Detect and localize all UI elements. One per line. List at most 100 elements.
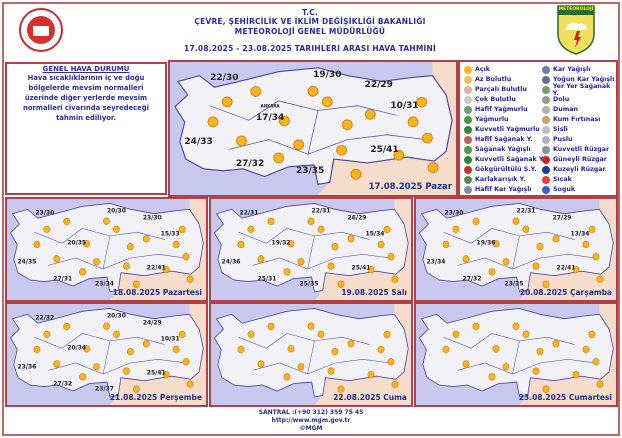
sun-icon <box>488 268 496 276</box>
sun-icon <box>321 96 333 108</box>
map-date-label: 23.08.2025 Cumartesi <box>518 393 612 402</box>
legend-item: Az Bulutlu <box>464 75 511 85</box>
legend-label: Hafif Sağanak Y. <box>475 136 533 144</box>
temperature-label: 22/29 <box>364 79 393 90</box>
legend-label: Kar Yağışlı <box>553 66 591 74</box>
map-day-3[interactable]: 22/31 22/31 26/29 15/34 19/32 24/36 25/31 25/35… <box>209 197 413 302</box>
sun-icon <box>350 168 362 180</box>
sun-icon <box>250 86 262 97</box>
strong-wind-icon <box>542 145 550 154</box>
sun-icon <box>462 255 470 263</box>
legend-label: Kuvvetli Yağmurlu <box>475 126 540 134</box>
header-directorate: METEOROLOJİ GENEL MÜDÜRLÜĞÜ <box>234 27 386 36</box>
sun-icon <box>452 330 460 338</box>
legend-item: Güneyli Rüzgar <box>542 155 607 165</box>
sun-icon <box>532 367 540 375</box>
legend-label: Güneyli Rüzgar <box>553 156 607 164</box>
map-date-label: 22.08.2025 Cuma <box>333 393 407 402</box>
legend-item: Kuvvetli Rüzgar <box>542 145 609 155</box>
sun-icon <box>93 363 100 371</box>
temperature-label: 19/36 <box>476 239 496 247</box>
sun-icon <box>572 371 580 379</box>
sun-icon <box>142 340 150 348</box>
sun-icon <box>582 345 590 354</box>
sun-icon <box>588 225 596 234</box>
smoke-icon <box>542 105 550 114</box>
temperature-label: 27/32 <box>462 275 482 283</box>
temperature-label: 19/32 <box>271 239 291 247</box>
general-weather-panel: GENEL HAVA DURUMU Hava sıcaklıklarının i… <box>5 62 167 195</box>
sun-icon <box>43 225 51 233</box>
snow-icon <box>542 65 550 74</box>
legend-label: Soguk <box>553 186 576 194</box>
legend-item: Parçalı Bulutlu <box>464 85 527 95</box>
sun-icon <box>307 85 319 97</box>
temperature-label: 27/29 <box>552 214 572 222</box>
sun-icon <box>287 240 295 248</box>
sun-icon <box>464 65 472 74</box>
legend-item: Hafif Yağmurlu <box>464 105 528 115</box>
sun-icon <box>186 380 194 388</box>
sun-icon <box>33 345 41 354</box>
sun-icon <box>236 135 247 147</box>
legend-item: Açık <box>464 65 490 75</box>
map-day-7[interactable]: 23.08.2025 Cumartesi <box>414 302 618 407</box>
sun-icon <box>122 367 130 375</box>
light-snow-icon <box>464 185 472 194</box>
legend-label: Yağmurlu <box>475 116 509 124</box>
header-ministry: ÇEVRE, ŞEHİRCİLİK VE İKLİM DEĞİŞİKLİĞİ B… <box>194 17 426 26</box>
temperature-label: 24/33 <box>184 136 213 147</box>
map-date-label: 17.08.2025 Pazar <box>368 182 452 192</box>
temperature-label: 22/41 <box>146 264 166 272</box>
turkey-map <box>213 199 411 300</box>
sun-icon <box>592 253 600 261</box>
sun-icon <box>572 266 580 274</box>
sun-icon <box>347 235 355 243</box>
sun-icon <box>472 217 480 226</box>
temperature-label: 23/37 <box>95 385 114 393</box>
sun-icon <box>178 225 186 234</box>
sun-icon <box>536 242 544 251</box>
sun-icon <box>297 363 305 371</box>
map-day-5[interactable]: 22/32 20/30 24/29 10/31 20/34 23/36 27/32 23/37… <box>5 302 208 407</box>
map-day-6[interactable]: 22.08.2025 Cuma <box>209 302 413 407</box>
turkey-map <box>174 62 456 195</box>
sun-icon <box>317 225 325 233</box>
sun-icon <box>172 240 180 249</box>
map-day-1[interactable]: 22/30 19/30 22/29 10/31 17/34 24/33 27/32 23/35… <box>168 60 458 197</box>
sun-icon <box>83 345 91 353</box>
sun-icon <box>122 262 130 270</box>
sun-icon <box>172 345 180 354</box>
temperature-label: 13/34 <box>570 230 590 238</box>
temperature-label: 24/29 <box>142 319 162 327</box>
scattered-shower-icon <box>542 85 550 94</box>
map-day-4[interactable]: 23/30 22/31 27/29 13/34 19/36 23/34 27/32 23/35… <box>414 197 618 302</box>
legend-label: Hafif Yağmurlu <box>475 106 528 114</box>
legend-label: Yoğun Kar Yağışlı <box>553 76 615 84</box>
sun-icon <box>53 255 61 263</box>
temperature-label: 22/30 <box>210 72 239 83</box>
legend-item: Karlakarışık Y. <box>464 175 526 185</box>
sun-icon <box>257 360 265 368</box>
legend-item: Hafif Kar Yağışlı <box>464 185 532 195</box>
sun-icon <box>162 371 170 379</box>
map-day-2[interactable]: 23/30 20/30 23/30 15/33 20/35 24/35 27/31 23/34… <box>5 197 208 302</box>
haze-icon <box>542 135 550 144</box>
sun-icon <box>367 371 375 379</box>
sun-icon <box>596 380 604 388</box>
sun-icon <box>347 340 355 348</box>
sun-icon <box>63 217 71 226</box>
legend-item: Kar Yağışlı <box>542 65 590 75</box>
footer-phone: SANTRAL :(+90 312) 359 75 45 <box>258 409 364 416</box>
sun-icon <box>297 258 305 266</box>
sun-icon <box>596 275 604 283</box>
temperature-label: 24/36 <box>221 258 241 266</box>
temperature-label: 25/41 <box>351 264 371 272</box>
footer-url[interactable]: http://www.mgm.gov.tr <box>271 417 351 424</box>
sun-icon <box>512 217 520 225</box>
sun-icon <box>267 322 275 331</box>
city-label-ankara: ANKARA <box>260 103 280 109</box>
legend-item: Dolu <box>542 95 569 105</box>
sun-icon <box>367 266 375 274</box>
sun-icon <box>462 360 470 368</box>
